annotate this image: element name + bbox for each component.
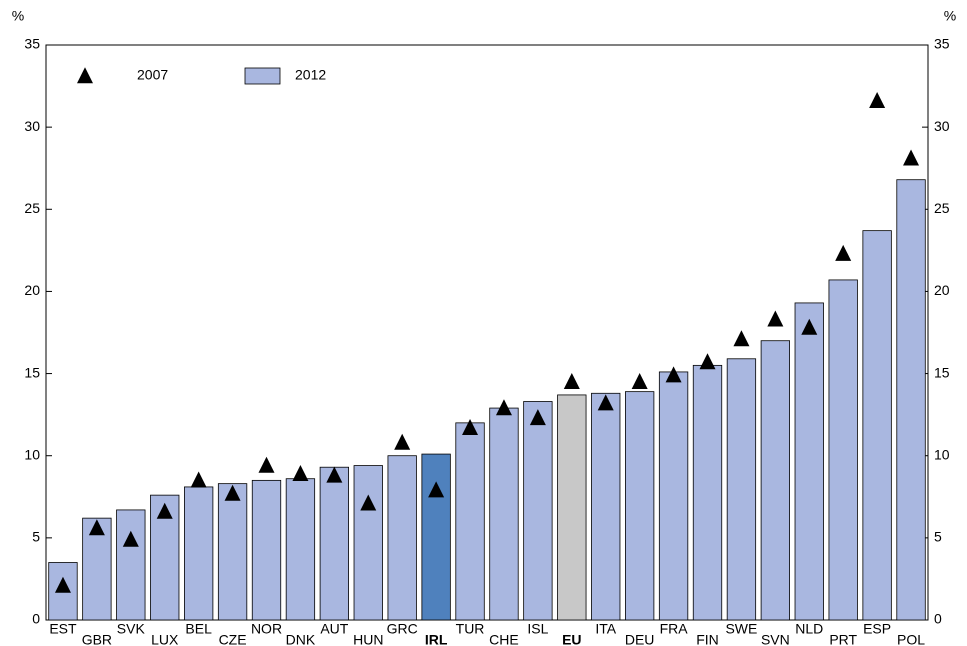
y-tick-label: 10 <box>24 446 40 462</box>
bar <box>625 391 655 621</box>
legend-label: 2007 <box>137 67 168 83</box>
marker <box>394 433 411 450</box>
bar <box>421 453 451 621</box>
bar <box>353 465 383 621</box>
y-axis-unit: % <box>12 8 24 24</box>
bar <box>251 479 282 621</box>
bar <box>828 279 858 621</box>
x-tick-label: IRL <box>425 632 448 646</box>
y2-tick-label: 25 <box>934 200 950 216</box>
marker <box>292 464 309 481</box>
marker <box>733 330 750 347</box>
y-tick-label: 25 <box>24 200 40 216</box>
marker <box>462 418 479 435</box>
x-tick-label: AUT <box>320 621 348 637</box>
bar <box>523 401 553 621</box>
bar <box>285 478 316 621</box>
x-tick-label: SVK <box>117 621 146 637</box>
marker <box>767 310 784 327</box>
marker <box>224 484 241 501</box>
bar <box>217 483 248 621</box>
x-tick-label: SWE <box>725 621 757 637</box>
legend-marker <box>77 67 93 84</box>
marker <box>597 394 614 411</box>
marker <box>903 149 920 166</box>
x-tick-label: EU <box>562 632 581 646</box>
y2-axis-unit: % <box>944 8 956 24</box>
x-tick-label: GRC <box>387 621 418 637</box>
y2-tick-label: 5 <box>934 529 942 545</box>
bar <box>591 392 621 621</box>
y-tick-label: 35 <box>24 36 40 52</box>
marker <box>495 399 512 416</box>
marker <box>699 353 716 370</box>
y2-tick-label: 0 <box>934 611 942 627</box>
bar <box>726 358 757 621</box>
y-tick-label: 15 <box>24 364 40 380</box>
plot-frame <box>45 44 929 621</box>
marker <box>190 471 207 488</box>
bar <box>794 302 824 621</box>
x-tick-label: TUR <box>456 621 485 637</box>
x-tick-label: LUX <box>151 632 179 646</box>
marker <box>869 92 886 109</box>
y-tick-label: 0 <box>32 611 40 627</box>
x-tick-label: CHE <box>489 632 519 646</box>
x-tick-label: ISL <box>527 621 548 637</box>
legend-swatch <box>244 67 281 85</box>
bar <box>760 340 790 621</box>
bar <box>658 371 689 621</box>
y2-tick-label: 20 <box>934 282 950 298</box>
bar <box>862 230 892 621</box>
bar <box>896 179 926 621</box>
x-tick-label: NLD <box>795 621 823 637</box>
bar <box>455 422 485 621</box>
y-tick-label: 20 <box>24 282 40 298</box>
x-tick-label: SVN <box>761 632 790 646</box>
x-tick-label: GBR <box>82 632 112 646</box>
x-tick-label: FRA <box>660 621 689 637</box>
marker <box>428 481 445 498</box>
marker <box>631 372 648 389</box>
y2-tick-label: 30 <box>934 118 950 134</box>
bar <box>692 364 723 621</box>
marker <box>801 318 818 335</box>
x-tick-label: PRT <box>829 632 857 646</box>
y-tick-label: 30 <box>24 118 40 134</box>
marker <box>122 530 139 547</box>
y2-tick-label: 35 <box>934 36 950 52</box>
x-tick-label: HUN <box>353 632 383 646</box>
x-tick-label: CZE <box>219 632 247 646</box>
x-tick-label: NOR <box>251 621 282 637</box>
x-tick-label: FIN <box>696 632 719 646</box>
y2-tick-label: 10 <box>934 446 950 462</box>
marker <box>156 502 173 519</box>
marker <box>258 456 275 473</box>
x-tick-label: DNK <box>286 632 316 646</box>
bar <box>557 394 587 621</box>
marker <box>563 372 580 389</box>
x-tick-label: POL <box>897 632 925 646</box>
y-tick-label: 5 <box>32 529 40 545</box>
marker <box>326 466 343 483</box>
bar <box>184 486 214 621</box>
marker <box>835 244 852 261</box>
legend-label: 2012 <box>295 67 326 83</box>
bar <box>489 407 519 621</box>
marker <box>665 366 682 383</box>
bar <box>116 509 146 621</box>
x-tick-label: DEU <box>625 632 655 646</box>
marker <box>360 494 377 511</box>
y2-tick-label: 15 <box>934 364 950 380</box>
x-tick-label: ESP <box>863 621 891 637</box>
bar <box>319 466 349 621</box>
bar <box>387 455 417 621</box>
marker <box>529 409 546 426</box>
x-tick-label: EST <box>49 621 77 637</box>
x-tick-label: ITA <box>595 621 616 637</box>
x-tick-label: BEL <box>185 621 212 637</box>
marker <box>54 576 71 593</box>
marker <box>88 519 105 536</box>
